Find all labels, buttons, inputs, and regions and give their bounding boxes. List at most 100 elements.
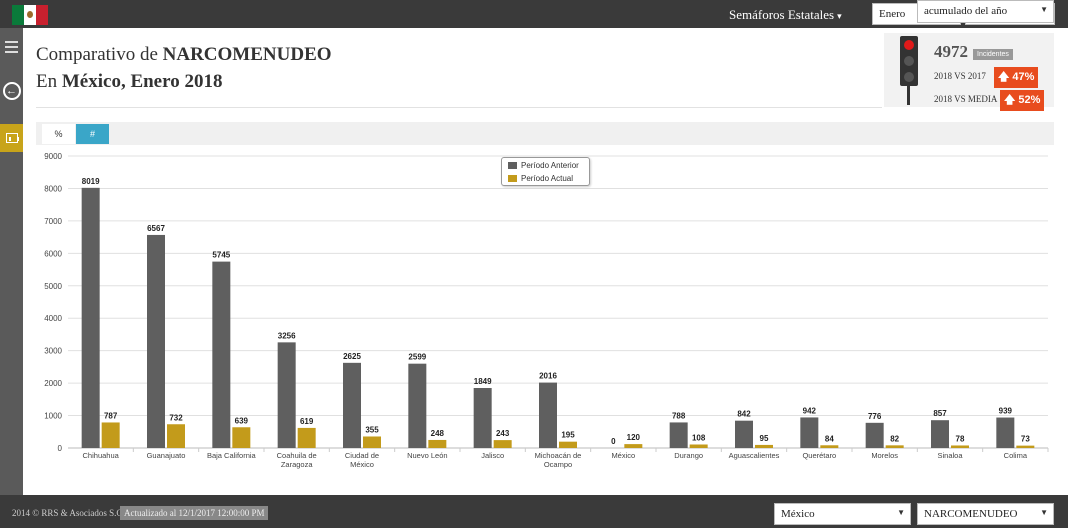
data-label: 120 <box>627 433 641 442</box>
percent-toggle[interactable]: % <box>42 124 75 144</box>
data-label: 639 <box>235 416 249 425</box>
range-select[interactable]: acumulado del año ▼ <box>917 0 1054 23</box>
data-label: 78 <box>956 434 965 443</box>
y-tick-label: 5000 <box>44 282 62 291</box>
data-label: 84 <box>825 434 834 443</box>
bar-current <box>624 444 643 448</box>
copyright: 2014 © RRS & Asociados S.C. <box>12 508 125 518</box>
page-title-line2: En México, Enero 2018 <box>36 71 222 93</box>
legend-swatch-current <box>508 175 517 182</box>
data-label: 6567 <box>147 224 165 233</box>
compare-year-label: 2018 VS 2017 <box>934 71 986 81</box>
bar-previous <box>539 382 557 448</box>
y-tick-label: 7000 <box>44 217 62 226</box>
data-label: 2625 <box>343 352 361 361</box>
bar-previous <box>735 420 753 448</box>
range-select-value: acumulado del año <box>924 5 1008 17</box>
month-select-value: Enero <box>879 8 906 20</box>
arrow-up-icon: 🡅 <box>998 71 1010 83</box>
caret-down-icon: ▾ <box>837 11 842 21</box>
compare-mean-value: 🡅 52% <box>1000 90 1045 111</box>
data-label: 788 <box>672 411 686 420</box>
x-tick-label: Nuevo León <box>407 451 447 460</box>
y-tick-label: 0 <box>58 444 63 453</box>
data-label: 0 <box>611 437 616 446</box>
bar-previous <box>408 363 427 448</box>
legend-swatch-previous <box>508 162 517 169</box>
bar-chart: 0 1000 2000 3000 4000 5000 6000 7000 8000 9000 801… <box>44 152 1049 469</box>
x-tick-label: Guanajuato <box>147 451 186 460</box>
semaforos-menu-label: Semáforos Estatales <box>729 7 835 22</box>
x-tick-label: Zaragoza <box>281 460 314 469</box>
semaforos-menu[interactable]: Semáforos Estatales ▾ <box>729 7 842 23</box>
y-tick-label: 4000 <box>44 314 62 323</box>
page-title-line1: Comparativo de NARCOMENUDEO <box>36 44 332 66</box>
bar-current <box>689 444 708 448</box>
x-tick-label: México <box>611 451 635 460</box>
data-label: 355 <box>365 425 379 434</box>
data-label: 939 <box>999 407 1013 416</box>
data-label: 243 <box>496 429 510 438</box>
x-tick-label: Querétaro <box>802 451 836 460</box>
y-tick-label: 9000 <box>44 152 62 161</box>
incident-count: 4972 <box>934 42 968 61</box>
y-tick-label: 3000 <box>44 347 62 356</box>
bar-current <box>428 439 447 448</box>
title-prefix: Comparativo de <box>36 44 163 65</box>
data-label: 857 <box>933 409 947 418</box>
x-tick-label: Chihuahua <box>83 451 120 460</box>
data-label: 95 <box>760 434 769 443</box>
data-label: 2599 <box>408 353 426 362</box>
x-tick-label: Aguascalientes <box>729 451 780 460</box>
traffic-light-pole <box>907 83 910 105</box>
bar-current <box>167 424 185 448</box>
chart-icon <box>5 133 19 143</box>
data-label: 3256 <box>278 331 296 340</box>
arrow-up-icon: 🡅 <box>1004 94 1016 106</box>
bar-current <box>951 445 969 448</box>
chart-view-button[interactable] <box>0 124 23 152</box>
back-button[interactable]: ← <box>0 78 23 104</box>
bar-previous <box>277 342 296 448</box>
bar-current <box>820 445 839 448</box>
legend-label-current: Período Actual <box>521 174 574 183</box>
bar-current <box>363 436 381 448</box>
title-place: México, Enero 2018 <box>61 71 223 92</box>
y-tick-label: 8000 <box>44 184 62 193</box>
data-label: 8019 <box>82 177 100 186</box>
bar-previous <box>865 422 884 448</box>
bar-current <box>559 441 577 448</box>
chart-toolbar: % # <box>36 122 1054 145</box>
chart-legend: Período Anterior Período Actual <box>501 157 590 186</box>
x-tick-label: Michoacán de <box>535 451 582 460</box>
bar-current <box>232 427 251 448</box>
compare-mean-pct: 52% <box>1018 94 1041 106</box>
number-toggle[interactable]: # <box>76 124 109 144</box>
incident-badge: Incidentes <box>973 49 1013 60</box>
bar-current <box>493 440 512 448</box>
legend-item-previous[interactable]: Período Anterior <box>508 161 579 170</box>
bar-current <box>297 427 316 448</box>
data-label: 842 <box>737 410 751 419</box>
data-label: 82 <box>890 434 899 443</box>
state-select[interactable]: México ▼ <box>774 503 911 525</box>
bar-previous <box>669 422 688 448</box>
crime-select[interactable]: NARCOMENUDEO ▼ <box>917 503 1054 525</box>
arrow-left-icon: ← <box>2 82 21 100</box>
menu-button[interactable] <box>0 34 23 60</box>
data-label: 248 <box>431 429 445 438</box>
bar-current <box>101 422 120 448</box>
updated-badge: Actualizado al 12/1/2017 12:00:00 PM <box>120 506 269 520</box>
mexico-flag-icon <box>12 5 48 25</box>
bar-previous <box>343 362 361 448</box>
bar-current <box>885 445 904 448</box>
legend-item-current[interactable]: Período Actual <box>508 174 573 183</box>
y-tick-label: 6000 <box>44 249 62 258</box>
hamburger-icon <box>5 41 18 53</box>
x-tick-label: Coahuila de <box>277 451 317 460</box>
bar-previous <box>212 261 231 448</box>
legend-label-previous: Período Anterior <box>521 161 579 170</box>
data-label: 5745 <box>212 251 230 260</box>
compare-year-pct: 47% <box>1012 71 1035 83</box>
x-tick-label: Ocampo <box>544 460 572 469</box>
